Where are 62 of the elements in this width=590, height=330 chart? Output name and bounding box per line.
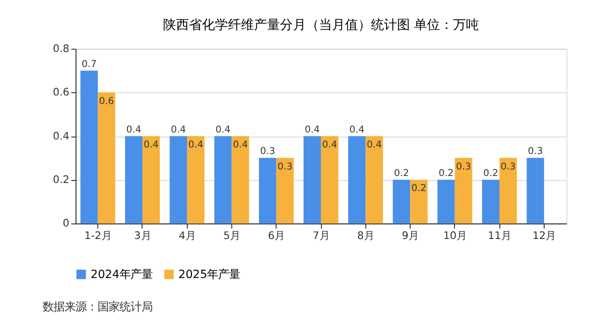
data-label: 0.4	[366, 139, 382, 150]
bar	[258, 158, 276, 224]
data-label: 0.3	[528, 146, 543, 158]
data-label: 0.4	[216, 124, 231, 136]
bar	[276, 158, 294, 224]
data-label: 0.2	[483, 168, 498, 179]
chart-title: 陕西省化学纤维产量分月（当月值）统计图 单位：万吨	[162, 18, 480, 33]
y-tick-label: 0.8	[52, 43, 70, 56]
bar	[392, 180, 410, 224]
data-label: 0.4	[232, 139, 248, 150]
data-label: 0.4	[322, 139, 338, 150]
bar	[187, 136, 204, 224]
data-label: 0.7	[82, 58, 97, 70]
x-tick-label: 11月	[488, 230, 512, 242]
bar	[320, 136, 338, 224]
data-label: 0.4	[349, 124, 364, 136]
bar	[98, 92, 116, 224]
bar	[454, 158, 472, 224]
data-label: 0.3	[260, 146, 276, 158]
bar	[232, 136, 250, 224]
bar	[80, 70, 98, 224]
bar	[170, 136, 188, 224]
data-label: 0.4	[126, 124, 142, 136]
x-tick-label: 4月	[178, 230, 196, 242]
x-tick-label: 12月	[532, 230, 556, 242]
data-label: 0.4	[188, 139, 204, 150]
x-tick-label: 5月	[223, 230, 240, 242]
source-note: 数据来源：国家统计局	[42, 299, 152, 314]
data-label: 0.3	[278, 161, 293, 172]
bar	[142, 136, 160, 224]
y-tick-label: 0.6	[52, 86, 70, 99]
data-label: 0.2	[394, 168, 410, 179]
y-tick-label: 0.2	[52, 174, 70, 186]
x-tick-label: 8月	[357, 230, 374, 242]
y-tick-label: 0	[62, 218, 70, 230]
data-label: 0.4	[304, 124, 320, 136]
bar	[304, 136, 321, 224]
y-tick-label: 0.4	[52, 130, 70, 142]
x-tick-label: 3月	[134, 230, 151, 242]
legend-label: 2024年产量	[90, 267, 152, 282]
data-label: 0.4	[144, 139, 159, 150]
x-tick-label: 6月	[268, 230, 285, 242]
bar	[526, 158, 544, 224]
data-label: 0.4	[170, 124, 186, 136]
bar	[214, 136, 232, 224]
data-label: 0.2	[411, 183, 426, 194]
bar	[125, 136, 142, 224]
x-tick-label: 7月	[312, 230, 330, 242]
bar	[410, 180, 428, 224]
legend-label: 2025年产量	[178, 267, 240, 282]
x-tick-label: 10月	[443, 230, 466, 242]
bar	[437, 180, 455, 224]
data-label: 0.3	[456, 161, 472, 172]
bar	[366, 136, 383, 224]
data-label: 0.3	[500, 161, 516, 172]
bar	[482, 180, 500, 224]
bar	[348, 136, 366, 224]
data-label: 0.2	[438, 168, 454, 179]
x-tick-label: 9月	[402, 230, 419, 242]
data-label: 0.6	[99, 96, 114, 107]
bar	[499, 158, 517, 224]
x-tick-label: 1-2月	[84, 230, 112, 242]
